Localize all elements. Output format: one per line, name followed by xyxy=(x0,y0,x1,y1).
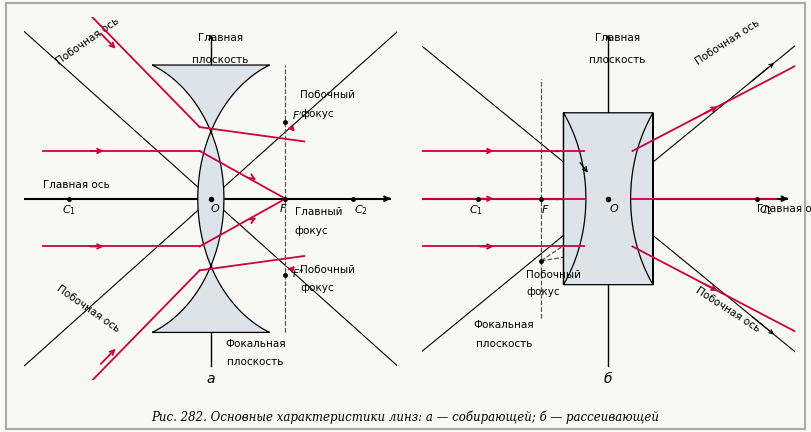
Text: F: F xyxy=(542,205,548,215)
Text: плоскость: плоскость xyxy=(590,54,646,65)
Text: Побочный: Побочный xyxy=(300,265,355,275)
Text: $C_1$: $C_1$ xyxy=(62,203,76,217)
Text: Фокальная: Фокальная xyxy=(474,320,534,330)
Text: O: O xyxy=(610,204,618,214)
Text: Побочная ось: Побочная ось xyxy=(693,286,762,334)
Text: б: б xyxy=(604,372,612,385)
Text: $F''$: $F''$ xyxy=(292,267,305,280)
Polygon shape xyxy=(152,65,269,332)
Text: $C_2$: $C_2$ xyxy=(759,203,773,217)
Text: Главная ось: Главная ось xyxy=(757,204,811,214)
Text: фокус: фокус xyxy=(295,226,328,235)
Text: F: F xyxy=(279,204,285,214)
Text: Фокальная: Фокальная xyxy=(225,339,286,349)
Polygon shape xyxy=(564,113,653,285)
Text: фокус: фокус xyxy=(300,283,334,293)
Text: $C_1$: $C_1$ xyxy=(469,203,483,217)
Text: плоскость: плоскость xyxy=(227,357,284,367)
Text: а: а xyxy=(207,372,215,385)
Text: Побочная ось: Побочная ось xyxy=(54,16,121,67)
Text: фокус: фокус xyxy=(526,287,560,297)
Text: O: O xyxy=(211,204,220,214)
Text: Рис. 282. Основные характеристики линз: а — собирающей; б — рассеивающей: Рис. 282. Основные характеристики линз: … xyxy=(152,410,659,424)
Text: Побочный: Побочный xyxy=(300,90,355,101)
Text: Главная ось: Главная ось xyxy=(43,180,109,190)
Text: плоскость: плоскость xyxy=(192,54,248,65)
Text: Главный: Главный xyxy=(295,207,342,217)
Text: Побочная ось: Побочная ось xyxy=(54,284,121,334)
Text: Главная: Главная xyxy=(595,33,640,43)
Text: плоскость: плоскость xyxy=(475,339,532,349)
Text: Главная: Главная xyxy=(198,33,242,43)
Text: $C_2$: $C_2$ xyxy=(354,203,368,217)
Text: Побочная ось: Побочная ось xyxy=(693,18,762,67)
Text: Побочный: Побочный xyxy=(526,270,581,280)
Text: $F'$: $F'$ xyxy=(292,110,303,122)
Text: фокус: фокус xyxy=(300,108,334,119)
